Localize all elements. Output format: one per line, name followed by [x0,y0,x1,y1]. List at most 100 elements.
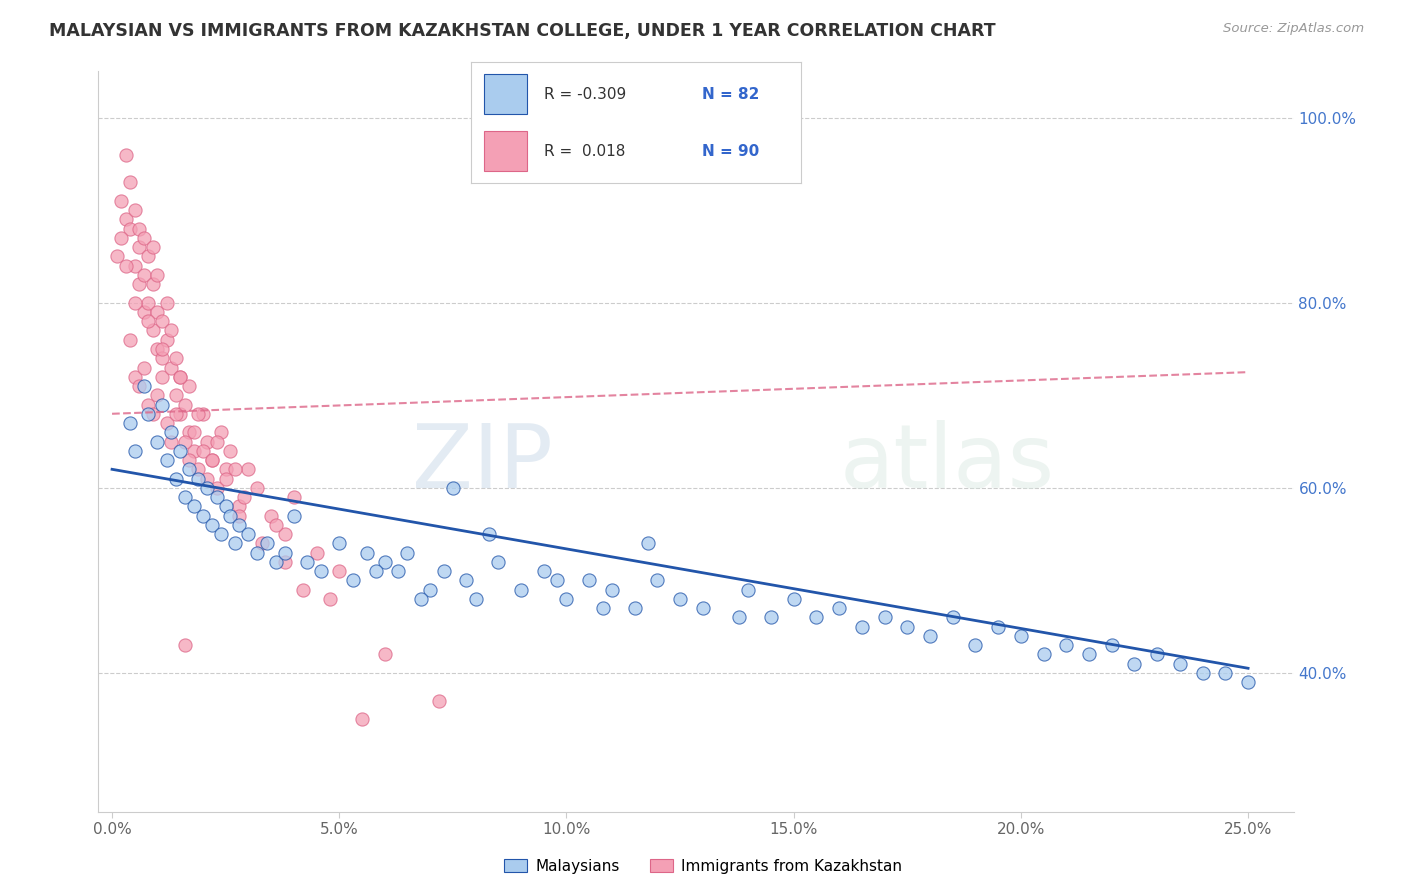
Point [600,582,623,597]
Point [737,582,759,597]
Point [1237,675,1260,690]
Point [146,305,169,319]
Point [165,351,187,366]
Point [533,564,555,578]
Point [155,453,177,467]
Point [283,490,305,504]
Point [274,555,297,569]
Point [1191,665,1213,680]
Point [1215,665,1237,680]
Text: atlas: atlas [839,420,1054,508]
Point [197,472,219,486]
Point [328,564,350,578]
Point [387,564,409,578]
Point [205,481,228,495]
Point [264,517,287,532]
Point [419,582,441,597]
FancyBboxPatch shape [484,131,527,171]
Point [146,268,169,282]
Point [555,591,578,606]
Text: R = -0.309: R = -0.309 [544,87,626,103]
Point [120,333,142,347]
Point [187,462,209,476]
Point [232,490,254,504]
Point [987,620,1010,634]
Point [132,379,155,393]
Point [114,212,136,227]
Point [291,582,314,597]
Point [283,508,305,523]
Point [169,443,191,458]
Text: R =  0.018: R = 0.018 [544,144,626,159]
Point [160,434,183,449]
Point [1032,648,1054,662]
Point [851,620,873,634]
Point [224,536,246,550]
Point [105,250,128,264]
Point [197,481,219,495]
Point [464,591,486,606]
Point [138,314,160,328]
Point [806,610,828,624]
Legend: Malaysians, Immigrants from Kazakhstan: Malaysians, Immigrants from Kazakhstan [498,853,908,880]
Point [1146,648,1168,662]
Point [128,277,150,292]
Point [132,360,155,375]
Point [150,351,173,366]
Point [201,453,224,467]
Point [191,407,214,421]
Point [201,453,224,467]
Point [1123,657,1146,671]
Point [246,546,269,560]
Point [179,453,201,467]
Point [173,638,195,652]
Point [173,434,195,449]
Point [274,546,297,560]
Point [205,434,228,449]
Point [138,250,160,264]
Point [260,508,283,523]
Point [191,508,214,523]
Point [124,259,146,273]
Point [114,259,136,273]
Point [179,425,201,440]
Point [546,574,568,588]
Point [155,333,177,347]
Point [623,601,645,615]
FancyBboxPatch shape [484,75,527,114]
Point [305,546,328,560]
Point [441,481,464,495]
Point [433,564,456,578]
Point [201,517,224,532]
Point [274,527,297,541]
Point [110,194,132,208]
Point [155,416,177,430]
Point [828,601,851,615]
Point [183,443,205,458]
Point [246,481,269,495]
Point [142,277,165,292]
Point [942,610,965,624]
Point [138,295,160,310]
Point [250,536,273,550]
Point [191,443,214,458]
Point [486,555,509,569]
Point [150,314,173,328]
Point [873,610,896,624]
Point [169,369,191,384]
Point [124,203,146,218]
Point [256,536,278,550]
Point [132,231,155,245]
Point [179,379,201,393]
Point [142,240,165,254]
Point [759,610,782,624]
Point [238,527,260,541]
Point [138,398,160,412]
Point [228,517,250,532]
Point [124,443,146,458]
Point [128,240,150,254]
Point [160,324,183,338]
Point [1010,629,1032,643]
Point [146,388,169,402]
Point [160,360,183,375]
